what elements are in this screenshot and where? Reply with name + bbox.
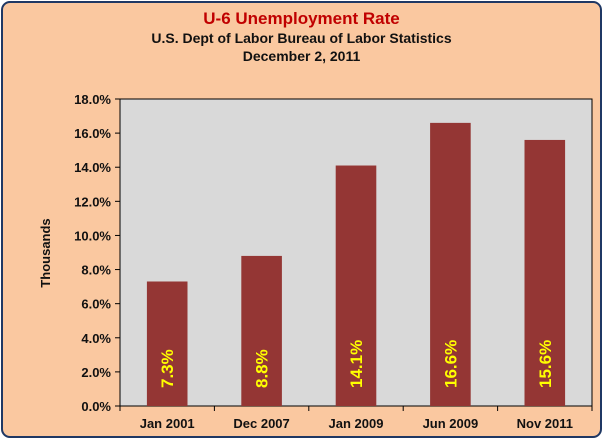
bars: 7.3% 8.8% 14.1% 16.6% 15.6% xyxy=(146,122,566,406)
y-tick-label: 14.0% xyxy=(74,160,111,175)
y-tick-label: 18.0% xyxy=(74,92,111,107)
chart-date: December 2, 2011 xyxy=(242,48,361,64)
y-tick-label: 10.0% xyxy=(74,228,111,243)
x-tick-label: Dec 2007 xyxy=(233,416,289,431)
bar xyxy=(524,139,566,406)
bar xyxy=(241,255,282,406)
bar-data-label: 16.6% xyxy=(441,340,460,388)
bar-data-label: 14.1% xyxy=(347,340,366,388)
chart-title: U-6 Unemployment Rate xyxy=(203,9,400,28)
y-tick-label: 6.0% xyxy=(81,297,111,312)
x-tick-label: Jan 2009 xyxy=(329,416,384,431)
y-axis: 0.0% 2.0% 4.0% 6.0% 8.0% 10.0% 12.0% 14.0% 16.0%… xyxy=(74,92,120,414)
bar xyxy=(430,122,471,406)
y-axis-label: Thousands xyxy=(38,218,53,287)
chart-subtitle: U.S. Dept of Labor Bureau of Labor Stati… xyxy=(151,30,452,46)
bar xyxy=(335,165,377,406)
bar xyxy=(146,281,188,406)
y-tick-label: 8.0% xyxy=(81,263,111,278)
y-tick-label: 12.0% xyxy=(74,194,111,209)
bar-data-label: 8.8% xyxy=(253,349,272,388)
bar-data-label: 15.6% xyxy=(536,340,555,388)
x-axis: Jan 2001 Dec 2007 Jan 2009 Jun 2009 Nov 2011 xyxy=(119,406,593,431)
y-tick-label: 0.0% xyxy=(81,399,111,414)
y-tick-label: 4.0% xyxy=(81,331,111,346)
y-tick-label: 2.0% xyxy=(81,365,111,380)
x-tick-label: Jan 2001 xyxy=(140,416,195,431)
y-tick-label: 16.0% xyxy=(74,126,111,141)
x-tick-label: Nov 2011 xyxy=(517,416,573,431)
bar-data-label: 7.3% xyxy=(158,349,177,388)
x-tick-label: Jun 2009 xyxy=(423,416,479,431)
